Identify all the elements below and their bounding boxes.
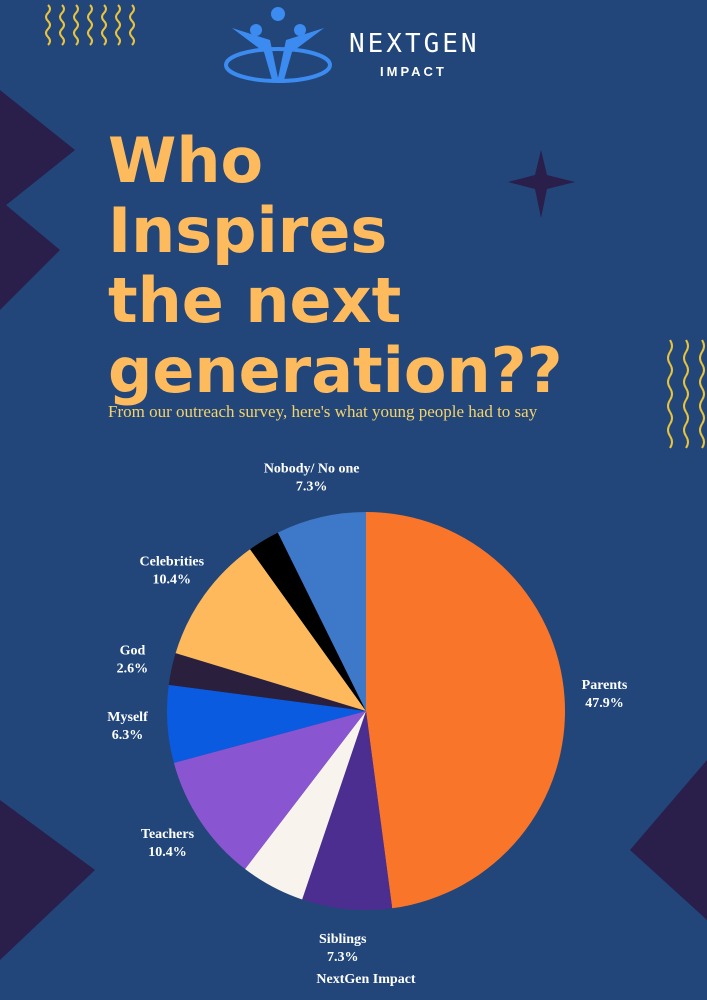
slice-label: God <box>120 643 146 658</box>
title-line: Inspires <box>108 194 387 267</box>
pie-slice <box>250 532 366 711</box>
pie-slice <box>302 711 393 910</box>
slice-label: Nobody/ No one <box>264 461 360 476</box>
slice-label: Siblings <box>319 932 367 947</box>
zigzags <box>45 4 705 449</box>
subtitle: From our outreach survey, here's what yo… <box>108 402 538 421</box>
decorations <box>0 90 707 960</box>
pie-slice <box>173 711 366 870</box>
title-line: Who <box>108 124 263 197</box>
pie: Parents 47.9% Siblings 7.3% Teachers 10.4% Mys… <box>107 461 628 965</box>
pie-slice <box>175 549 366 711</box>
slice-value: 7.3% <box>296 479 328 494</box>
slice-label: Myself <box>107 710 148 725</box>
pie-slice <box>366 512 565 909</box>
pie-slice <box>277 512 366 711</box>
brand-name: NEXTGEN <box>349 29 480 59</box>
slice-label: Parents <box>582 678 628 693</box>
slice-label: Teachers <box>141 827 195 842</box>
title-line: generation?? <box>108 334 563 407</box>
pie-slice <box>168 653 366 711</box>
logo <box>224 7 332 83</box>
brand-tagline: IMPACT <box>380 64 447 79</box>
pie-slice <box>166 684 366 763</box>
pie-slice <box>245 711 366 900</box>
slice-value: 7.3% <box>327 950 359 965</box>
slice-label: Celebrities <box>140 555 205 570</box>
title-line: the next <box>108 264 401 337</box>
slice-value: 2.6% <box>117 661 149 676</box>
slice-value: 10.4% <box>148 845 187 860</box>
slice-value: 47.9% <box>585 696 624 711</box>
slice-value: 6.3% <box>112 728 144 743</box>
slice-value: 10.4% <box>153 573 192 588</box>
footer: NextGen Impact <box>316 972 415 987</box>
